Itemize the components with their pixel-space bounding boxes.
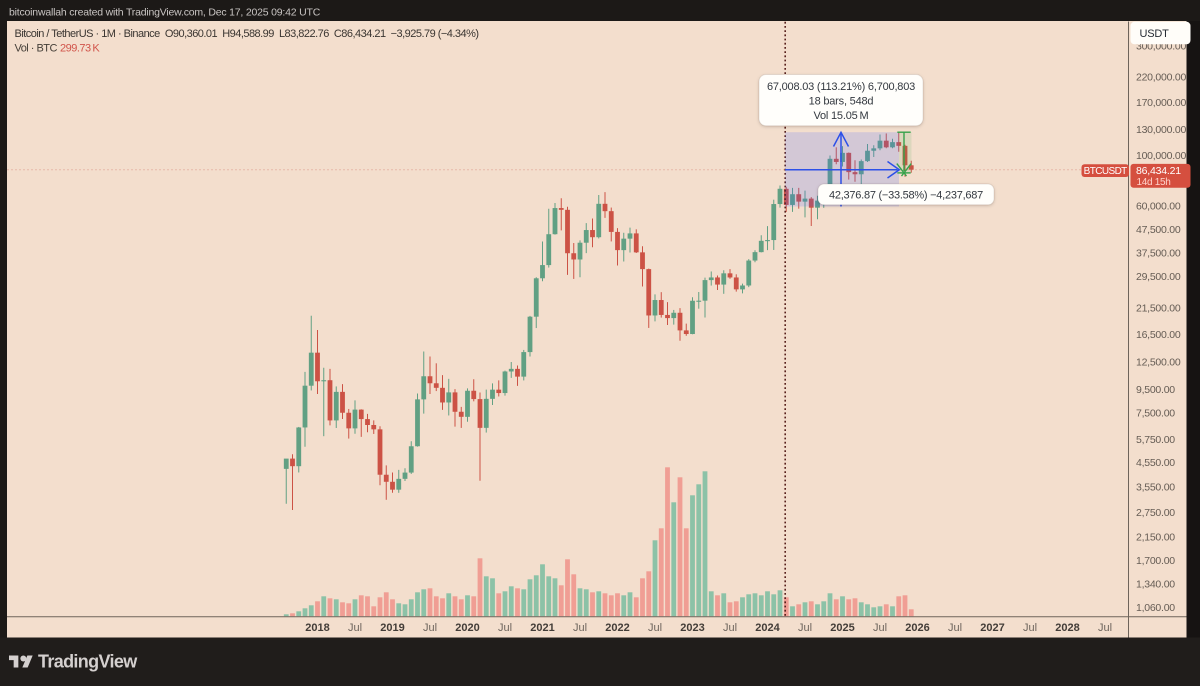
svg-text:21,500.00: 21,500.00 — [1136, 303, 1181, 315]
svg-text:7,500.00: 7,500.00 — [1136, 407, 1175, 419]
svg-text:Jul: Jul — [423, 622, 437, 634]
svg-text:100,000.00: 100,000.00 — [1136, 150, 1186, 162]
svg-text:67,008.03 (113.21%) 6,700,803: 67,008.03 (113.21%) 6,700,803 — [767, 81, 915, 93]
svg-text:170,000.00: 170,000.00 — [1136, 97, 1186, 109]
svg-text:2027: 2027 — [980, 622, 1004, 634]
svg-text:Jul: Jul — [348, 622, 362, 634]
svg-text:1,700.00: 1,700.00 — [1136, 555, 1175, 567]
svg-text:Jul: Jul — [798, 622, 812, 634]
svg-text:37,500.00: 37,500.00 — [1136, 247, 1181, 259]
svg-text:Vol · BTC: Vol · BTC — [15, 43, 58, 55]
svg-text:2,750.00: 2,750.00 — [1136, 507, 1175, 519]
svg-text:4,550.00: 4,550.00 — [1136, 457, 1175, 469]
svg-text:Jul: Jul — [1023, 622, 1037, 634]
svg-text:2020: 2020 — [455, 622, 479, 634]
svg-text:16,500.00: 16,500.00 — [1136, 329, 1181, 341]
svg-text:Jul: Jul — [648, 622, 662, 634]
svg-text:Jul: Jul — [573, 622, 587, 634]
svg-text:1,340.00: 1,340.00 — [1136, 579, 1175, 591]
svg-text:60,000.00: 60,000.00 — [1136, 201, 1181, 213]
svg-text:18 bars, 548d: 18 bars, 548d — [809, 95, 874, 107]
svg-text:2024: 2024 — [755, 622, 780, 634]
svg-text:14d 15h: 14d 15h — [1137, 177, 1171, 188]
svg-text:47,500.00: 47,500.00 — [1136, 224, 1181, 236]
svg-text:12,500.00: 12,500.00 — [1136, 357, 1181, 369]
svg-text:5,750.00: 5,750.00 — [1136, 434, 1175, 446]
svg-text:Jul: Jul — [1098, 622, 1112, 634]
svg-text:86,434.21: 86,434.21 — [1136, 165, 1181, 177]
svg-text:2028: 2028 — [1055, 622, 1079, 634]
svg-text:2,150.00: 2,150.00 — [1136, 532, 1175, 544]
svg-text:TradingView: TradingView — [38, 652, 138, 672]
svg-text:42,376.87 (−33.58%) −4,237,687: 42,376.87 (−33.58%) −4,237,687 — [829, 189, 983, 201]
svg-text:2023: 2023 — [680, 622, 704, 634]
svg-text:9,500.00: 9,500.00 — [1136, 384, 1175, 396]
svg-text:2022: 2022 — [605, 622, 629, 634]
svg-text:2025: 2025 — [830, 622, 854, 634]
svg-text:2018: 2018 — [305, 622, 329, 634]
svg-text:Jul: Jul — [873, 622, 887, 634]
svg-text:2019: 2019 — [380, 622, 404, 634]
svg-text:299.73 K: 299.73 K — [60, 43, 100, 55]
svg-text:29,500.00: 29,500.00 — [1136, 271, 1181, 283]
svg-text:Bitcoin / TetherUS · 1M · Bina: Bitcoin / TetherUS · 1M · Binance O90,36… — [15, 28, 479, 40]
svg-text:2026: 2026 — [905, 622, 929, 634]
svg-text:130,000.00: 130,000.00 — [1136, 124, 1186, 136]
svg-text:Jul: Jul — [948, 622, 962, 634]
svg-text:1,060.00: 1,060.00 — [1136, 602, 1175, 614]
svg-text:3,550.00: 3,550.00 — [1136, 482, 1175, 494]
svg-text:Vol 15.05 M: Vol 15.05 M — [813, 110, 868, 122]
svg-text:Jul: Jul — [723, 622, 737, 634]
svg-text:bitcoinwallah created with Tra: bitcoinwallah created with TradingView.c… — [9, 6, 321, 18]
svg-text:BTCUSDT: BTCUSDT — [1084, 166, 1128, 177]
svg-text:2021: 2021 — [530, 622, 554, 634]
svg-text:220,000.00: 220,000.00 — [1136, 72, 1186, 84]
svg-text:USDT: USDT — [1140, 28, 1170, 40]
svg-text:Jul: Jul — [498, 622, 512, 634]
